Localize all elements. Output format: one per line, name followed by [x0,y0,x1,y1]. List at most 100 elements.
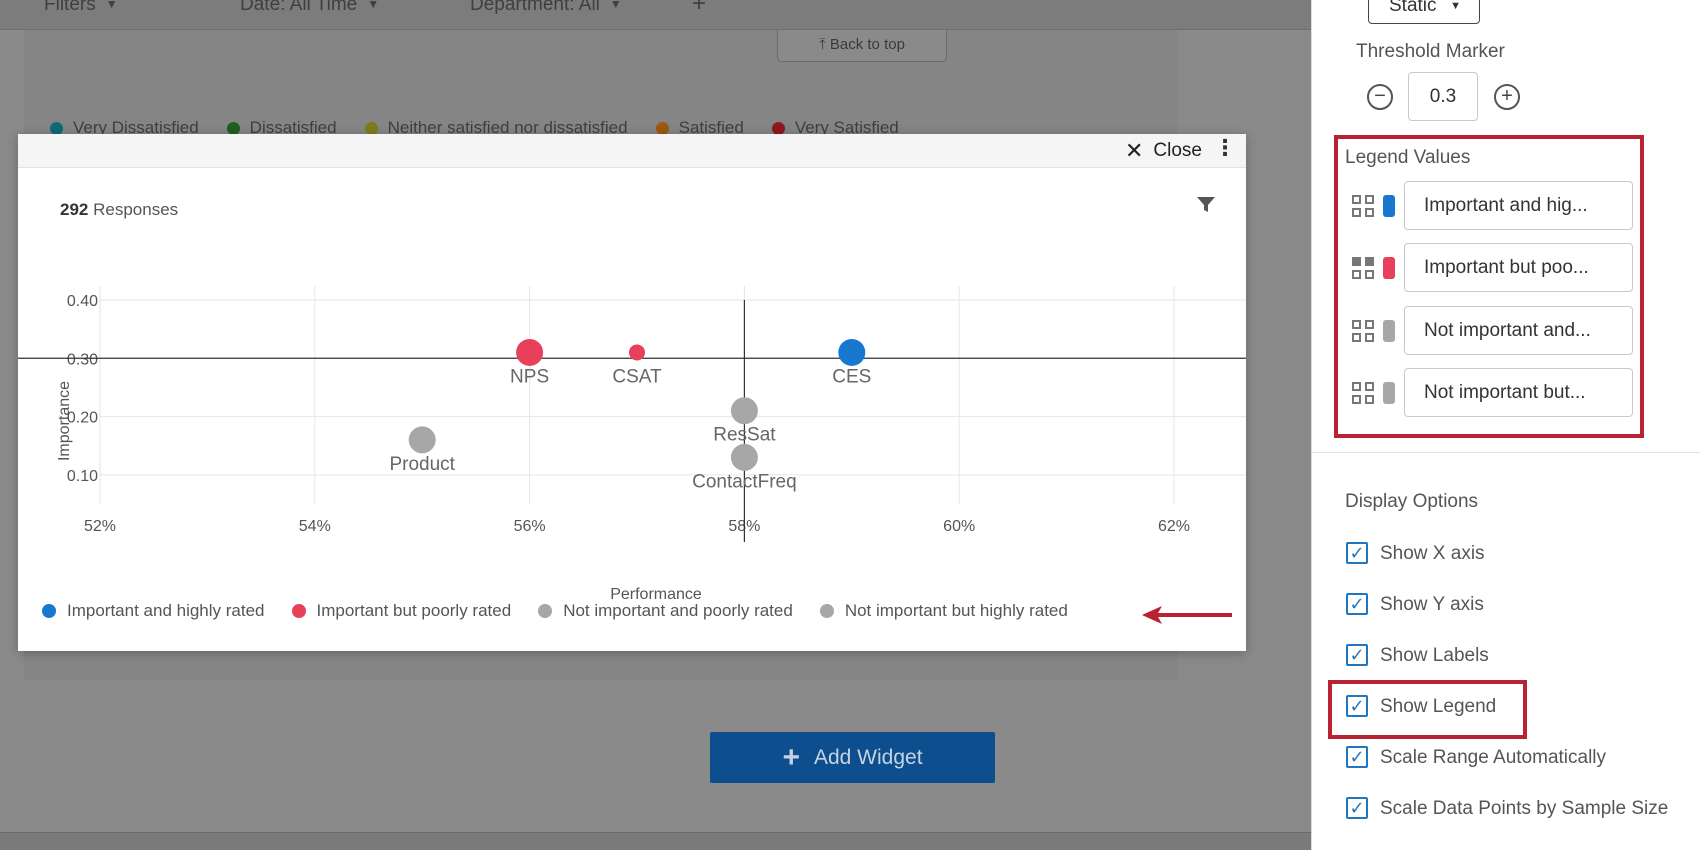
drag-handle-icon[interactable] [1352,319,1374,342]
data-point-label: CSAT [612,366,662,387]
x-tick-label: 62% [1158,518,1190,535]
threshold-input[interactable]: 0.3 [1408,72,1478,121]
legend-label: Important but poorly rated [316,601,512,620]
legend-item: Dissatisfied [226,118,337,138]
checkbox-label: Show Legend [1380,696,1497,717]
display-option-row[interactable]: ✓ Show X axis [1346,542,1485,566]
filters-button[interactable]: Filters ▼ [44,0,118,16]
checkbox[interactable]: ✓ [1346,593,1368,615]
drag-handle-icon[interactable] [1352,256,1374,279]
legend-dot [819,604,834,618]
red-arrow-annotation [1142,606,1232,624]
background-legend: Very Dissatisfied Dissatisfied Neither sat… [50,118,927,138]
legend-item[interactable]: Not important and poorly rated [538,601,793,621]
chevron-down-icon: ▼ [367,0,380,11]
bottom-bar [0,832,1311,850]
display-option-row[interactable]: ✓ Show Legend [1346,695,1496,719]
legend-label: Important and highly rated [67,601,265,620]
date-filter-label: Date: All Time [240,0,358,15]
marker-type-select[interactable]: Static ▼ [1368,0,1480,24]
checkbox-label: Scale Data Points by Sample Size [1380,798,1669,819]
legend-label: Satisfied [678,118,744,137]
checkbox[interactable]: ✓ [1346,797,1368,819]
drag-handle-icon[interactable] [1352,194,1374,217]
y-tick-label: 0.40 [67,293,98,310]
show-legend-highlight [1328,680,1527,739]
department-filter[interactable]: Department: All ▼ [470,0,622,16]
y-tick-label: 0.30 [67,351,98,368]
x-tick-label: 56% [514,518,546,535]
close-label: Close [1153,140,1202,161]
data-point [730,443,758,471]
legend-label: Neither satisfied nor dissatisfied [387,118,628,137]
add-filter-button[interactable]: + [692,0,707,17]
legend-item[interactable]: Not important but highly rated [819,601,1068,621]
legend-item: Satisfied [655,118,744,138]
decrement-button[interactable]: − [1367,84,1393,110]
legend-item: Neither satisfied nor dissatisfied [364,118,628,138]
legend-label: Not important and poorly rated [563,601,793,620]
display-option-row[interactable]: ✓ Show Y axis [1346,593,1484,617]
filters-label: Filters [44,0,96,15]
legend-value-row: Not important and... [1352,306,1633,355]
legend-value-row: Important but poo... [1352,243,1633,292]
chevron-down-icon: ▼ [1450,0,1461,12]
legend-item[interactable]: Important but poorly rated [291,601,512,621]
back-to-top-button[interactable]: ⤒ Back to top [777,30,947,62]
settings-sidebar: Static ▼ Threshold Marker − 0.3 + Legend… [1311,0,1700,850]
drag-handle-icon[interactable] [1352,381,1374,404]
close-icon: ✕ [1124,138,1144,163]
color-swatch[interactable] [1383,194,1395,217]
display-option-row[interactable]: ✓ Show Labels [1346,644,1489,668]
legend-dot [364,121,378,135]
legend-dot [291,604,306,618]
kebab-icon[interactable]: ⋮ [1214,135,1236,160]
legend-dot [538,604,553,618]
legend-item[interactable]: Important and highly rated [42,601,265,621]
filter-icon[interactable] [1196,196,1216,219]
x-tick-label: 60% [943,518,975,535]
data-point [838,338,866,366]
legend-value-row: Important and hig... [1352,181,1633,230]
legend-dot [771,121,785,135]
color-swatch[interactable] [1383,256,1395,279]
increment-button[interactable]: + [1494,84,1520,110]
y-tick-label: 0.10 [67,468,98,485]
marker-type-value: Static [1389,0,1437,16]
color-swatch[interactable] [1383,319,1395,342]
legend-dot [42,604,56,618]
widget-modal: ✕ Close ⋮ 292 Responses 52% 54% 56% 58% 60% 6… [18,134,1246,651]
x-tick-label: 54% [299,518,331,535]
display-option-row[interactable]: ✓ Scale Range Automatically [1346,746,1606,770]
legend-value-input[interactable]: Not important and... [1404,306,1633,355]
checkbox[interactable]: ✓ [1346,695,1368,717]
threshold-marker-label: Threshold Marker [1356,41,1505,62]
x-axis-label: Performance [610,586,702,600]
data-point-label: Product [389,454,455,475]
responses-number: 292 [60,200,89,219]
legend-value-input[interactable]: Important but poo... [1404,243,1633,292]
add-widget-button[interactable]: + Add Widget [710,732,995,783]
legend-dot [226,121,240,135]
checkbox[interactable]: ✓ [1346,542,1368,564]
chart-legend: Important and highly rated Important but … [42,601,1095,621]
legend-item: Very Satisfied [771,118,899,138]
date-filter[interactable]: Date: All Time ▼ [240,0,379,16]
dashboard-filter-bar: Filters ▼ Date: All Time ▼ Department: All… [0,0,1311,30]
data-point [730,397,758,425]
legend-value-input[interactable]: Not important but... [1404,368,1633,417]
legend-label: Very Dissatisfied [73,118,199,137]
checkbox-label: Show Labels [1380,645,1489,666]
checkbox[interactable]: ✓ [1346,746,1368,768]
legend-item: Very Dissatisfied [50,118,199,138]
checkbox-label: Show X axis [1380,543,1485,564]
checkbox[interactable]: ✓ [1346,644,1368,666]
display-option-row[interactable]: ✓ Scale Data Points by Sample Size [1346,797,1686,821]
department-filter-label: Department: All [470,0,600,15]
close-button[interactable]: ✕ Close [1125,140,1202,162]
legend-value-input[interactable]: Important and hig... [1404,181,1633,230]
checkbox-label: Scale Range Automatically [1380,747,1607,768]
legend-label: Dissatisfied [249,118,337,137]
responses-label: Responses [93,200,179,219]
color-swatch[interactable] [1383,381,1395,404]
